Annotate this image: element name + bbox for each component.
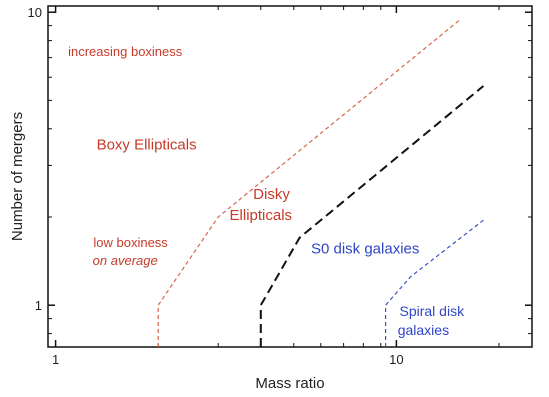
series-line-boxy_boundary — [157, 18, 462, 347]
annotation-disky2: Ellipticals — [230, 207, 293, 224]
annotation-low: low boxiness — [93, 235, 168, 250]
annotation-on-average: on average — [93, 253, 158, 268]
series-layer — [157, 18, 485, 347]
y-tick-label: 10 — [28, 5, 42, 20]
annotation-spiral2: galaxies — [398, 322, 449, 338]
annotation-boxy: Boxy Ellipticals — [97, 137, 197, 154]
y-tick-label: 1 — [35, 298, 42, 313]
annotation-s0: S0 disk galaxies — [311, 241, 419, 258]
x-tick-label: 10 — [389, 352, 403, 367]
x-axis-title: Mass ratio — [255, 375, 324, 392]
x-tick-label: 1 — [52, 352, 59, 367]
annotation-spiral1: Spiral disk — [400, 303, 466, 319]
y-axis-title: Number of mergers — [9, 112, 26, 241]
series-line-disky_boundary — [259, 85, 485, 347]
axis-ticks: 1 10 1 10 — [28, 5, 532, 367]
annotation-disky1: Disky — [253, 186, 290, 203]
annotation-increasing: increasing boxiness — [68, 44, 183, 59]
annotation-layer: increasing boxiness Boxy Ellipticals low b… — [68, 44, 465, 338]
plot-frame — [47, 5, 533, 348]
